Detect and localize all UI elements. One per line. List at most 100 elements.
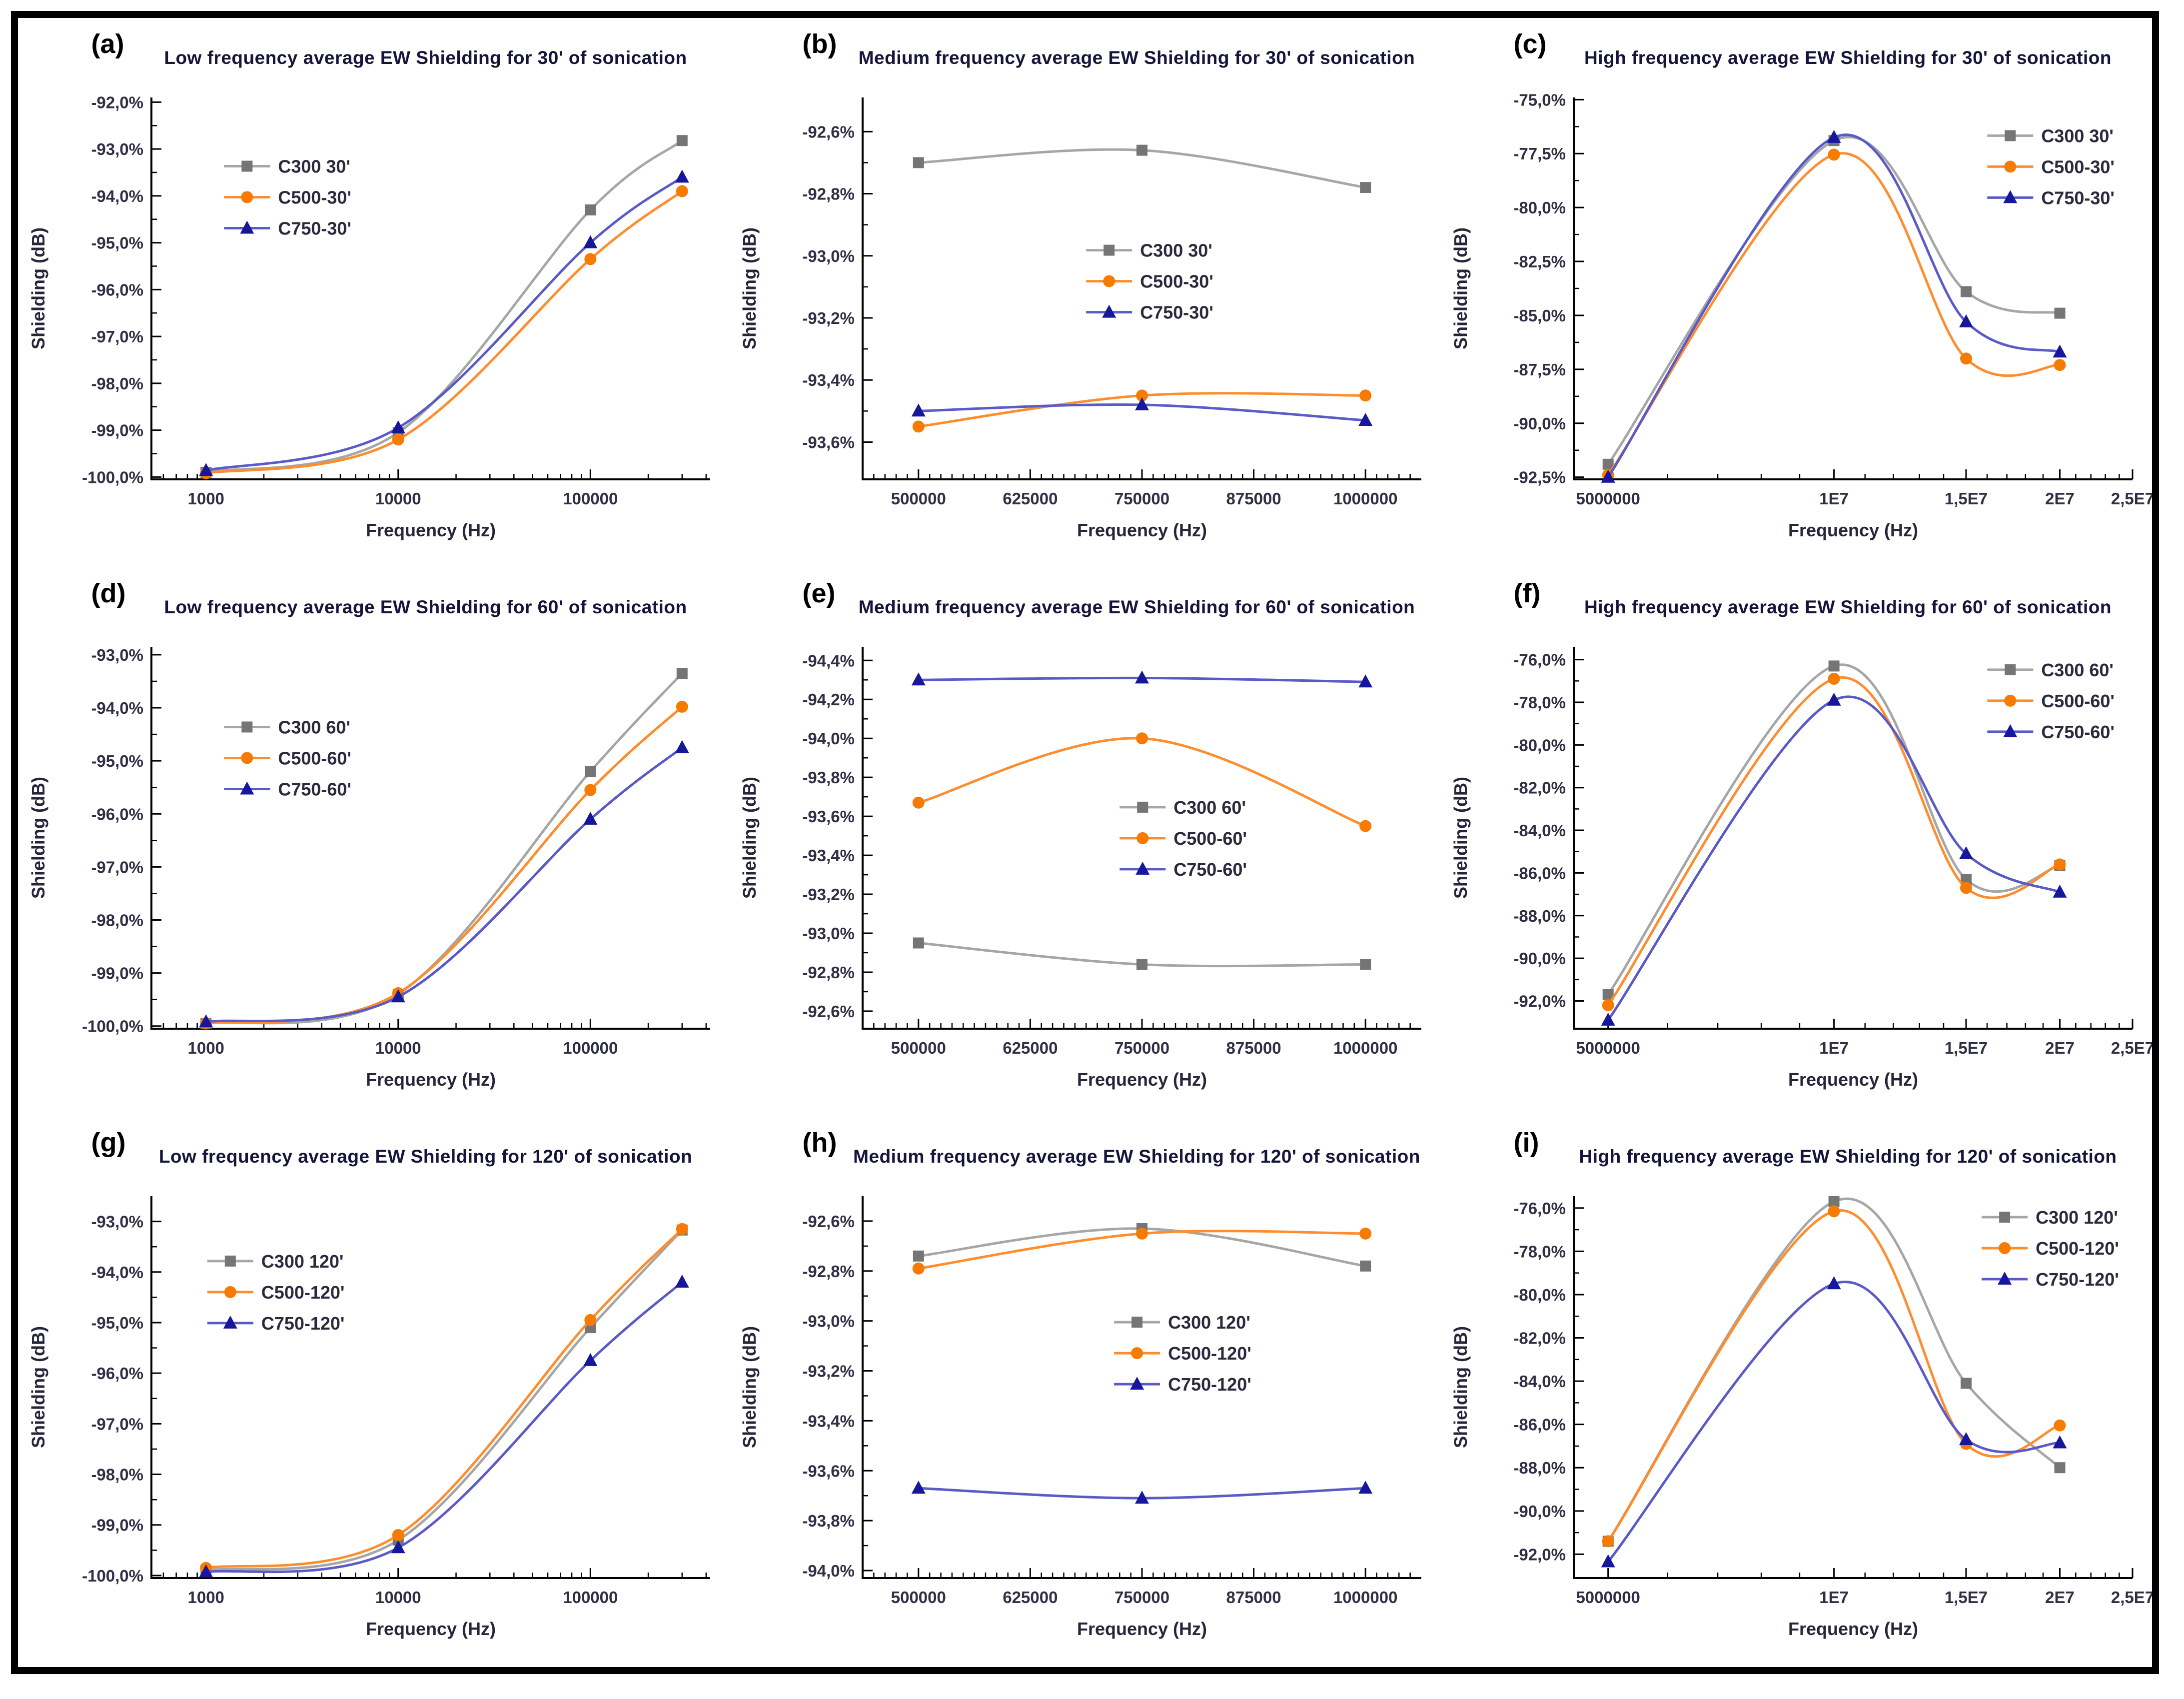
x-tick-label: 1000 [187,1588,224,1607]
y-axis-title: Shielding (dB) [28,1326,48,1448]
legend-marker [1136,832,1148,844]
series-marker-C500-60' [1359,820,1371,832]
x-tick-label: 625000 [1003,1039,1058,1057]
series-marker-C750-120' [1959,1432,1973,1445]
series-marker-C300 120' [913,1250,924,1262]
panel-a: (a) Low frequency average EW Shielding f… [18,18,730,568]
legend-label: C300 120' [261,1251,343,1272]
chart-title-b: Medium frequency average EW Shielding fo… [858,47,1415,68]
series-marker-C300 120' [2054,1462,2065,1474]
series-marker-C500-30' [392,433,404,446]
series-marker-C750-60' [911,672,926,686]
chart-title-g: Low frequency average EW Shielding for 1… [158,1146,693,1167]
legend-marker [239,220,254,234]
legend-label: C300 120' [1168,1312,1250,1333]
series-marker-C300 60' [913,937,924,949]
legend: C300 30' C500-30' C750-30' [1086,240,1213,323]
series-marker-C750-120' [391,1540,405,1554]
series-marker-C300 30' [584,204,596,215]
y-tick-label: -93,2% [802,885,855,904]
legend-marker [1998,1242,2011,1255]
legend-marker [1103,244,1114,256]
y-tick-label: -76,0% [1513,651,1566,669]
series-marker-C300 30' [676,135,688,146]
series-marker-C500-60' [1960,882,1972,894]
y-tick-label: -92,8% [802,963,855,982]
plot-f: -76,0% -78,0% -80,0% -82,0% -84,0% -86,0% -88,… [1450,647,2152,1090]
series-line-C750-60' [204,746,683,1023]
plot-b: -92,6% -92,8% -93,0% -93,2% -93,4% -93,6% 5000… [739,97,1421,540]
chart-canvas-e: -94,4% -94,2% -94,0% -93,8% -93,6% -93,4% -93,… [739,647,1421,1090]
legend-marker [239,781,254,795]
plot-g: -93,0% -94,0% -95,0% -96,0% -97,0% -98,0% -99,… [28,1196,710,1639]
y-tick-label: -94,4% [802,651,855,670]
legend-label: C750-120' [261,1313,344,1334]
legend: C300 120' C500-120' C750-120' [1981,1207,2119,1290]
x-tick-label: 5000000 [1576,1588,1640,1607]
series-marker-C750-30' [1827,129,1841,143]
x-tick-label: 2E7 [2045,1588,2075,1607]
legend-label: C500-60' [1173,828,1247,849]
figure-frame: (a) Low frequency average EW Shielding f… [11,11,2159,1674]
series-line-C500-120' [204,1228,683,1570]
chart-canvas-c: -75,0% -77,5% -80,0% -82,5% -85,0% -87,5% -90,… [1450,90,2152,540]
y-tick-label: -92,8% [802,185,855,203]
y-axis-title: Shielding (dB) [739,227,760,349]
series-marker-C500-30' [676,185,688,197]
series-marker-C500-60' [1828,673,1840,685]
series-marker-C300 60' [1602,989,1614,1000]
series-marker-C300 60' [1359,959,1371,970]
legend-marker [1102,275,1115,287]
legend-label: C750-30' [2041,187,2115,208]
legend: C300 120' C500-120' C750-120' [1113,1312,1251,1395]
series-marker-C750-30' [675,169,689,183]
series-line-C300 60' [204,672,683,1025]
y-tick-label: -100,0% [82,1567,143,1585]
legend: C300 30' C500-30' C750-30' [223,156,351,239]
legend-marker [1135,861,1149,875]
legend-label: C300 60' [278,717,350,737]
legend: C300 60' C500-60' C750-60' [1987,660,2115,742]
series-line-C500-60' [917,737,1367,828]
y-tick-label: -80,0% [1513,1286,1566,1304]
y-tick-label: -94,2% [802,690,855,709]
y-tick-label: -95,0% [91,1314,143,1332]
series-marker-C750-120' [1827,1276,1841,1290]
y-tick-label: -96,0% [91,280,143,299]
series-marker-C500-120' [584,1314,596,1326]
y-tick-label: -90,0% [1513,1502,1566,1521]
x-axis-title: Frequency (Hz) [1077,1619,1206,1639]
series-marker-C750-120' [1358,1481,1372,1494]
series-line-C500-120' [1606,1209,2061,1543]
x-tick-label: 2,5E7 [2111,489,2152,508]
series-marker-C750-30' [1959,314,1973,327]
y-tick-label: -100,0% [82,468,143,486]
y-tick-label: -90,0% [1513,949,1566,968]
series-marker-C500-60' [584,784,596,796]
legend-label: C300 30' [2041,125,2114,146]
y-axis-title: Shielding (dB) [1450,227,1471,349]
x-axis-title: Frequency (Hz) [1788,520,1918,540]
series-line-C750-120' [1606,1281,2061,1563]
x-tick-label: 10000 [375,489,421,508]
panel-b: (b) Medium frequency average EW Shieldin… [729,18,1441,568]
series-marker-C750-120' [198,1564,213,1578]
x-tick-label: 1000000 [1333,489,1397,508]
y-tick-label: -93,0% [91,1213,143,1231]
y-axis-title: Shielding (dB) [1450,777,1471,899]
plot-c: -75,0% -77,5% -80,0% -82,5% -85,0% -87,5% -90,… [1450,90,2152,540]
y-tick-label: -92,5% [1513,468,1566,487]
x-tick-label: 2E7 [2045,1039,2075,1057]
series-marker-C300 120' [1359,1260,1371,1272]
legend-label: C750-60' [2041,722,2115,742]
series-marker-C300 30' [1960,286,1972,297]
x-tick-label: 1,5E7 [1944,1039,1987,1057]
panel-c: (c) High frequency average EW Shielding … [1440,18,2152,568]
y-tick-label: -92,0% [1513,1545,1566,1564]
x-tick-label: 10000 [375,1588,421,1607]
series-marker-C300 60' [1960,874,1972,885]
series-marker-C500-30' [1960,352,1972,365]
legend-label: C750-60' [278,779,351,799]
series-marker-C300 30' [2054,307,2065,319]
x-tick-label: 875000 [1226,1588,1281,1607]
